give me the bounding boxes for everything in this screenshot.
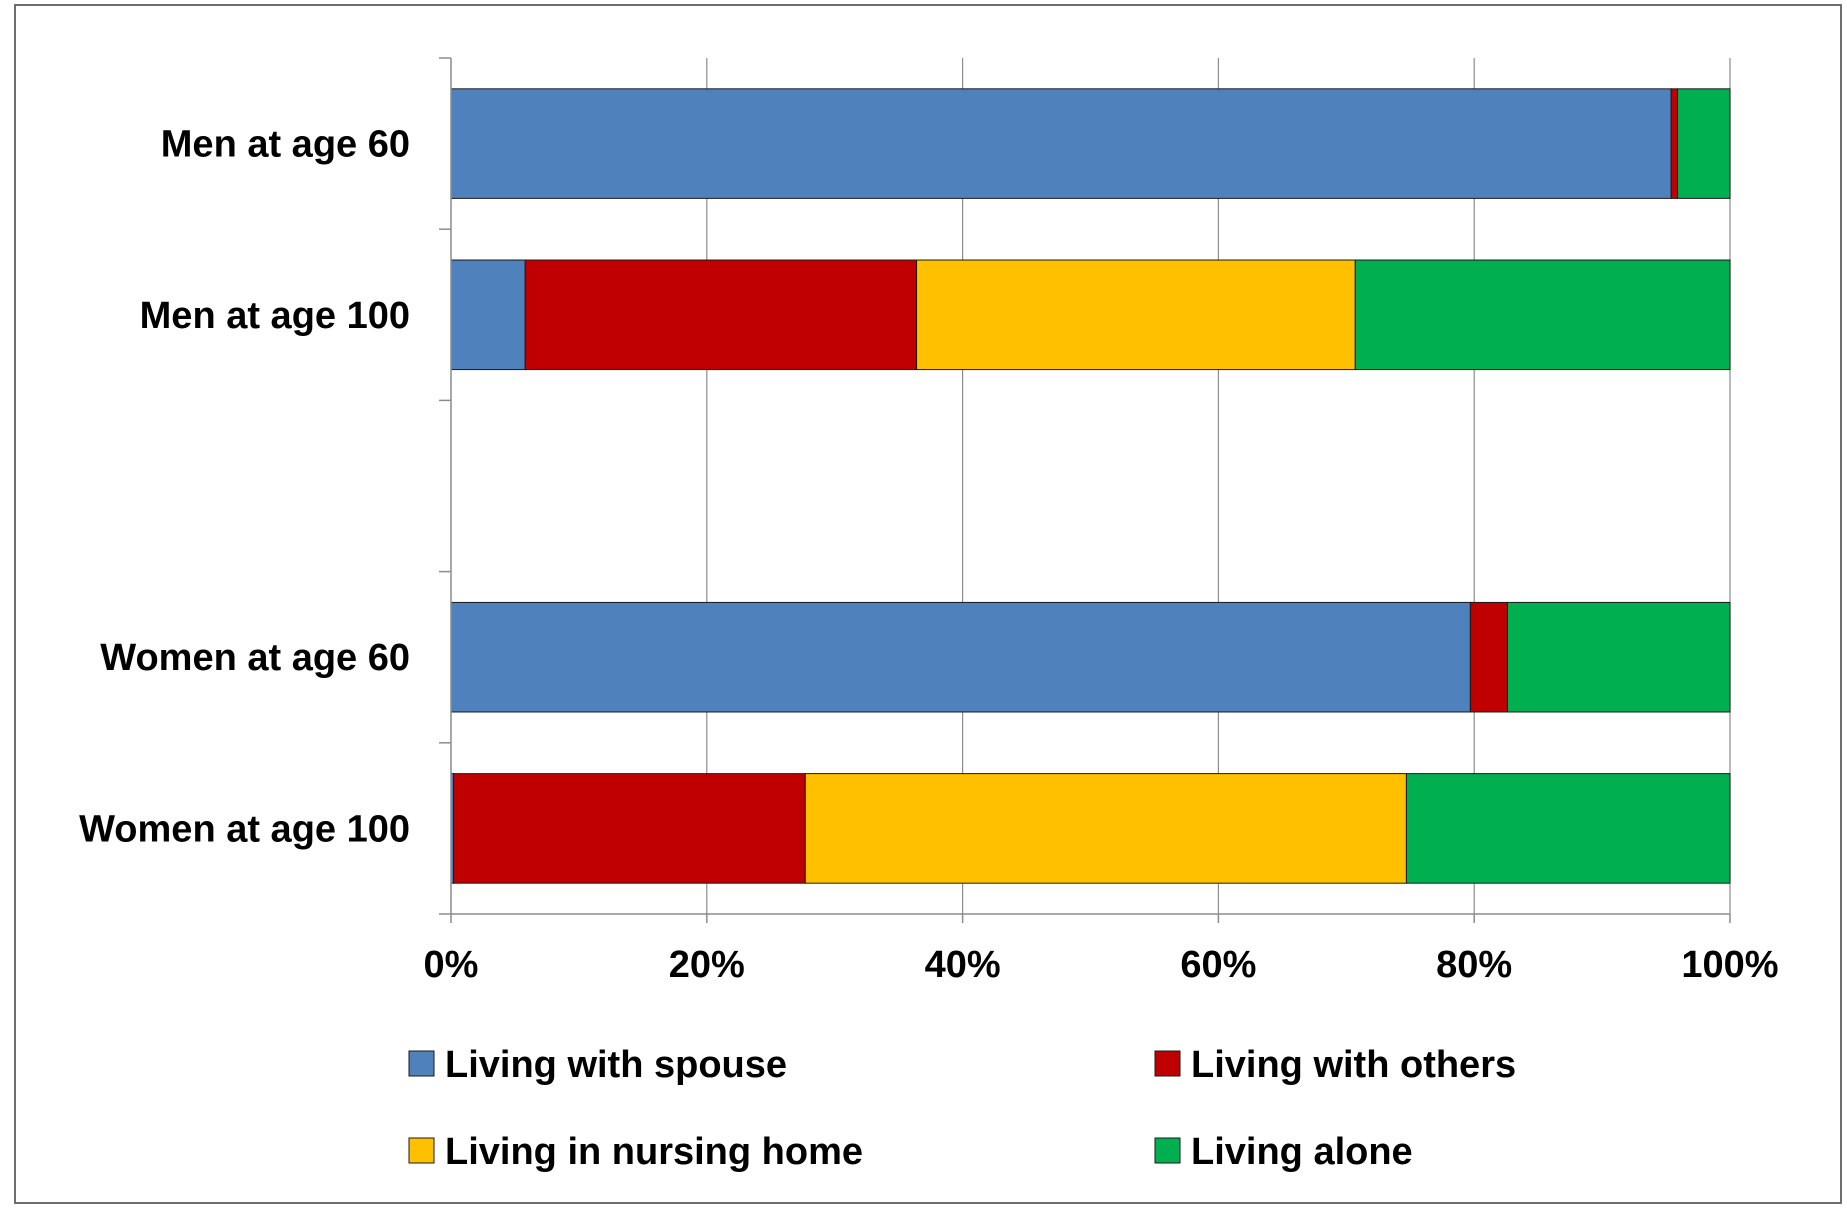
- bar-men-at-age-100-living-in-nursing-home: [916, 259, 1356, 371]
- x-tick-label-5: 100%: [1681, 944, 1778, 986]
- bar-men-at-age-100-living-with-spouse: [450, 259, 526, 371]
- legend: Living with spouse Living with others Livi…: [408, 1044, 1516, 1173]
- legend-swatch-living-alone: [1154, 1137, 1181, 1164]
- bar-men-at-age-60-living-alone: [1677, 88, 1731, 199]
- x-tick-label-4: 80%: [1436, 944, 1512, 986]
- legend-label-living-with-spouse: Living with spouse: [445, 1044, 787, 1086]
- bar-women-at-age-100-living-alone: [1405, 773, 1731, 884]
- x-tick-label-2: 40%: [925, 944, 1001, 986]
- bar-women-at-age-60-living-with-others: [1469, 601, 1508, 713]
- bar-men-at-age-60-living-with-others: [1670, 88, 1679, 199]
- tick-labels: 0% 20% 40% 60% 80% 100%: [424, 944, 1779, 986]
- legend-swatch-living-with-others: [1154, 1050, 1181, 1077]
- bar-women-at-age-60-living-alone: [1506, 601, 1731, 713]
- legend-label-living-in-nursing-home: Living in nursing home: [445, 1131, 863, 1173]
- axes: [439, 57, 1731, 923]
- x-tick-label-0: 0%: [424, 944, 479, 986]
- category-label-men-at-age-60: Men at age 60: [161, 124, 410, 166]
- bar-women-at-age-60-living-with-spouse: [450, 601, 1471, 713]
- legend-swatch-living-with-spouse: [408, 1050, 435, 1077]
- category-labels: Men at age 60 Men at age 100 Women at age …: [79, 124, 410, 851]
- gridlines: [706, 58, 1731, 914]
- category-label-women-at-age-60: Women at age 60: [100, 637, 410, 679]
- bar-men-at-age-60-living-with-spouse: [450, 88, 1672, 199]
- bar-men-at-age-100-living-with-others: [524, 259, 918, 371]
- x-tick-label-1: 20%: [669, 944, 745, 986]
- legend-swatch-living-in-nursing-home: [408, 1137, 435, 1164]
- x-tick-label-3: 60%: [1180, 944, 1256, 986]
- legend-label-living-alone: Living alone: [1191, 1131, 1413, 1173]
- bar-men-at-age-100-living-alone: [1354, 259, 1731, 371]
- bar-women-at-age-100-living-in-nursing-home: [804, 773, 1407, 884]
- bar-women-at-age-100-living-with-others: [453, 773, 806, 884]
- category-label-women-at-age-100: Women at age 100: [79, 808, 410, 850]
- legend-label-living-with-others: Living with others: [1191, 1044, 1516, 1086]
- category-label-men-at-age-100: Men at age 100: [140, 295, 410, 337]
- bars: [450, 88, 1731, 884]
